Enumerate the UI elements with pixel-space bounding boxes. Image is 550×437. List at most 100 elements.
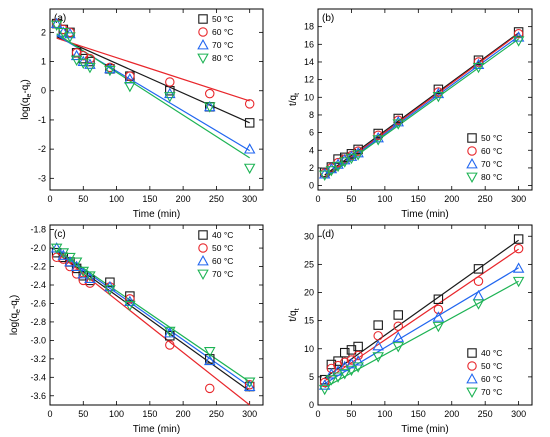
data-point [124,81,136,93]
data-point [105,277,115,287]
data-point [205,88,215,99]
x-tick-label: 200 [444,194,459,204]
x-tick-label: 150 [411,194,426,204]
x-tick-label: 250 [478,194,493,204]
series-4-points [318,36,525,181]
data-point [392,331,405,342]
data-point [318,384,331,396]
y-tick-label: 14 [304,57,314,67]
data-point [77,55,90,66]
data-point [244,118,255,128]
data-point [64,32,76,43]
legend-label: 60 °C [212,256,233,266]
data-point [84,272,96,283]
data-point [325,375,338,386]
legend-marker [198,27,208,37]
data-point [433,84,444,95]
legend-marker [197,269,209,280]
data-point [164,326,176,338]
data-point [512,36,525,47]
data-point [326,363,337,374]
x-axis-title: Time (min) [401,209,448,220]
x-tick-label: 200 [444,409,459,419]
y-axis-title-part: -q [20,85,31,94]
data-point [473,57,484,67]
data-point [70,257,83,268]
data-point [513,28,524,39]
legend: 40 °C 50 °C 60 °C 70 °C [466,348,502,398]
panel-label: (a) [54,13,66,24]
data-point [352,150,364,161]
data-point [372,339,384,351]
legend-label: 70 °C [212,40,233,50]
data-point [473,264,484,274]
panel-label: (b) [322,13,334,24]
fit-line-2 [324,33,519,178]
y-tick-label: 10 [304,92,314,102]
data-point [393,321,403,331]
y-tick-label: 5 [309,372,314,382]
y-tick-label: 16 [304,39,314,49]
y-axis-title-part: ) [20,79,31,82]
data-point [512,276,525,288]
y-axis-title: t/qt [288,93,301,106]
legend-label: 50 °C [481,361,502,371]
legend-label: 60 °C [481,374,502,384]
data-point [203,354,216,366]
data-point [346,345,357,355]
x-tick-label: 0 [47,409,52,419]
x-axis-title: Time (min) [133,209,180,220]
data-point [85,278,95,288]
data-point [205,383,215,394]
y-axis-title-subscript: e [15,309,22,313]
y-tick-label: -3.2 [30,354,46,364]
legend-label: 70 °C [481,159,502,169]
data-point [104,280,116,292]
legend-marker [466,172,478,183]
series-4-points [50,243,256,388]
y-tick-label: 20 [304,288,314,298]
data-point [433,304,444,315]
data-point [512,262,525,273]
data-point [325,166,338,177]
plot-frame [49,224,264,406]
data-point [71,48,82,58]
y-axis-title-part: t/q [288,95,299,106]
legend-marker [197,39,209,50]
legend-label: 40 °C [481,348,502,358]
data-point [472,62,485,74]
data-point [353,350,363,361]
y-tick-label: 6 [309,128,314,138]
data-point [165,77,175,87]
series-4-points [318,276,525,396]
data-point [203,102,216,113]
data-point [353,341,363,352]
data-point [243,377,256,388]
y-tick-label: -2.0 [30,243,46,253]
y-axis-title-part: log(q [9,313,20,335]
chart-panel-1: 0 50 100 150 200 250 300 -3 -2 -1 0 1 2 Time (min) log… [20,8,264,220]
legend: 40 °C 50 °C 60 °C 70 °C [197,230,233,280]
data-point [372,352,384,363]
data-point [352,355,364,366]
legend-marker [466,387,478,398]
y-tick-label: -2.2 [30,262,46,272]
x-tick-label: 100 [377,409,392,419]
x-tick-label: 50 [78,409,88,419]
x-tick-label: 250 [478,409,493,419]
legend-label: 70 °C [212,269,233,279]
data-point [338,157,351,168]
x-tick-label: 0 [315,409,320,419]
data-point [104,285,116,296]
y-axis-title-part: log(q [20,97,31,119]
y-axis-title: log(qe-qt) [9,295,22,335]
y-tick-label: -1 [38,115,46,125]
legend-label: 80 °C [212,53,233,63]
data-point [84,271,96,282]
y-tick-label: 0 [309,400,314,410]
y-axis-title: t/qt [288,308,301,321]
data-point [318,379,331,390]
data-point [513,243,524,254]
y-tick-label: 18 [304,22,314,32]
y-tick-label: 4 [309,145,314,155]
